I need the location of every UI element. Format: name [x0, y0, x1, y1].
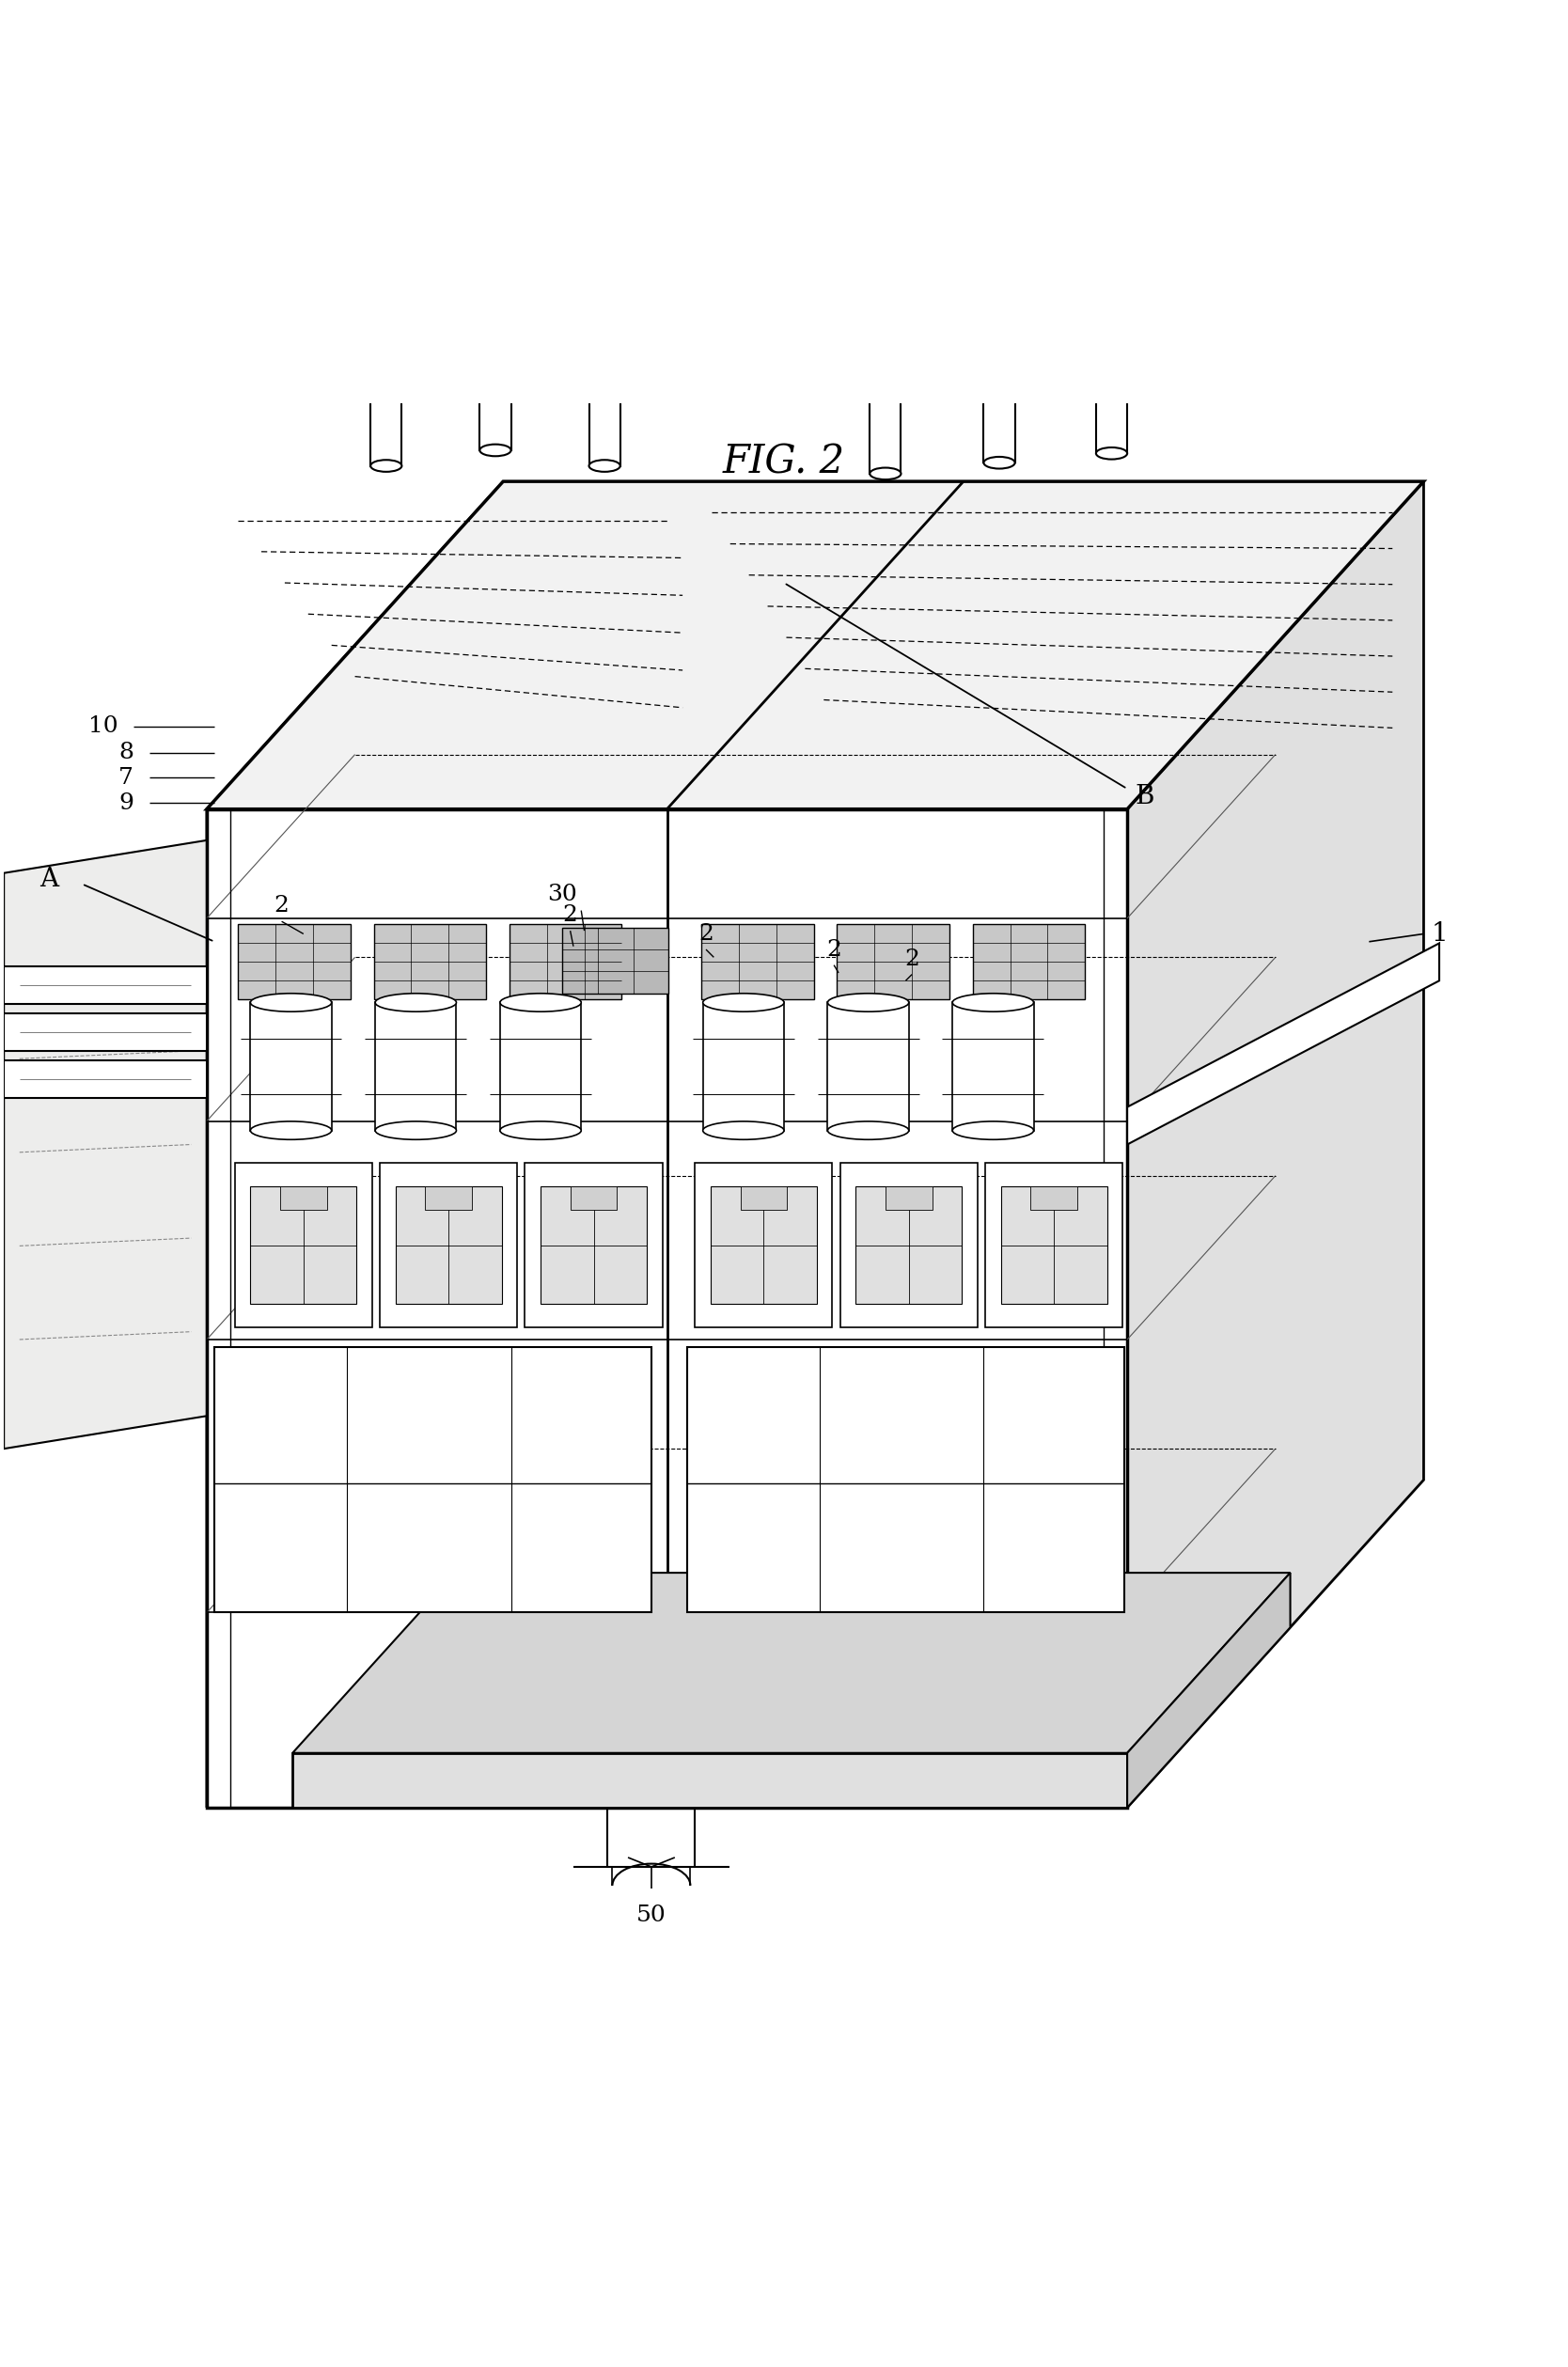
Polygon shape	[251, 1186, 356, 1304]
Ellipse shape	[375, 994, 456, 1011]
Ellipse shape	[375, 1122, 456, 1139]
Text: 50: 50	[637, 1905, 666, 1927]
Text: 2: 2	[826, 940, 842, 961]
Polygon shape	[3, 840, 207, 1449]
Text: 30: 30	[547, 883, 577, 907]
Polygon shape	[702, 1004, 784, 1131]
Polygon shape	[3, 966, 207, 1004]
Polygon shape	[293, 1572, 1290, 1754]
Ellipse shape	[1096, 447, 1127, 459]
Ellipse shape	[952, 994, 1033, 1011]
Polygon shape	[215, 1347, 651, 1612]
Polygon shape	[701, 925, 814, 999]
Ellipse shape	[251, 1122, 331, 1139]
Polygon shape	[510, 925, 622, 999]
Polygon shape	[395, 1186, 502, 1304]
Polygon shape	[856, 1186, 961, 1304]
Ellipse shape	[500, 994, 582, 1011]
Ellipse shape	[952, 1122, 1033, 1139]
Polygon shape	[828, 1004, 909, 1131]
Text: 8: 8	[119, 743, 133, 765]
Polygon shape	[1127, 481, 1424, 1808]
Text: 1: 1	[1432, 921, 1449, 947]
Polygon shape	[207, 481, 1424, 810]
Text: FIG. 2: FIG. 2	[723, 443, 845, 483]
Text: 2: 2	[274, 895, 289, 916]
Polygon shape	[1000, 1186, 1107, 1304]
Text: 2: 2	[563, 904, 577, 925]
Ellipse shape	[370, 459, 401, 471]
Polygon shape	[563, 928, 668, 994]
Polygon shape	[525, 1162, 662, 1328]
Text: A: A	[39, 866, 58, 892]
Ellipse shape	[828, 1122, 909, 1139]
Polygon shape	[983, 0, 1014, 462]
Polygon shape	[375, 1004, 456, 1131]
Polygon shape	[503, 481, 1424, 1479]
Text: 7: 7	[119, 767, 133, 788]
Polygon shape	[870, 0, 902, 473]
Polygon shape	[886, 1186, 933, 1210]
Polygon shape	[379, 1162, 517, 1328]
Text: B: B	[1135, 783, 1154, 810]
Polygon shape	[1030, 1186, 1077, 1210]
Polygon shape	[3, 1060, 207, 1098]
Polygon shape	[590, 0, 621, 466]
Polygon shape	[571, 1186, 618, 1210]
Polygon shape	[373, 925, 486, 999]
Polygon shape	[710, 1186, 817, 1304]
Ellipse shape	[500, 1122, 582, 1139]
Polygon shape	[293, 1754, 1127, 1808]
Polygon shape	[238, 925, 350, 999]
Ellipse shape	[828, 994, 909, 1011]
Ellipse shape	[983, 457, 1014, 469]
Ellipse shape	[251, 994, 331, 1011]
Ellipse shape	[480, 445, 511, 457]
Polygon shape	[425, 1186, 472, 1210]
Polygon shape	[972, 925, 1085, 999]
Polygon shape	[235, 1162, 372, 1328]
Polygon shape	[207, 481, 503, 1808]
Polygon shape	[370, 0, 401, 466]
Polygon shape	[740, 1186, 787, 1210]
Text: 2: 2	[905, 949, 919, 970]
Text: 9: 9	[119, 793, 133, 814]
Polygon shape	[695, 1162, 833, 1328]
Polygon shape	[837, 925, 949, 999]
Polygon shape	[480, 0, 511, 450]
Polygon shape	[281, 1186, 326, 1210]
Ellipse shape	[702, 994, 784, 1011]
Polygon shape	[3, 1013, 207, 1051]
Text: 2: 2	[698, 923, 713, 944]
Ellipse shape	[590, 459, 621, 471]
Polygon shape	[1096, 0, 1127, 454]
Polygon shape	[985, 1162, 1123, 1328]
Ellipse shape	[870, 469, 902, 481]
Polygon shape	[840, 1162, 977, 1328]
Polygon shape	[500, 1004, 582, 1131]
Polygon shape	[687, 1347, 1124, 1612]
Text: 10: 10	[88, 715, 118, 736]
Polygon shape	[251, 1004, 331, 1131]
Ellipse shape	[702, 1122, 784, 1139]
Polygon shape	[952, 1004, 1033, 1131]
Polygon shape	[1127, 1572, 1290, 1808]
Polygon shape	[541, 1186, 646, 1304]
Polygon shape	[1127, 942, 1439, 1146]
Polygon shape	[207, 810, 1127, 1808]
